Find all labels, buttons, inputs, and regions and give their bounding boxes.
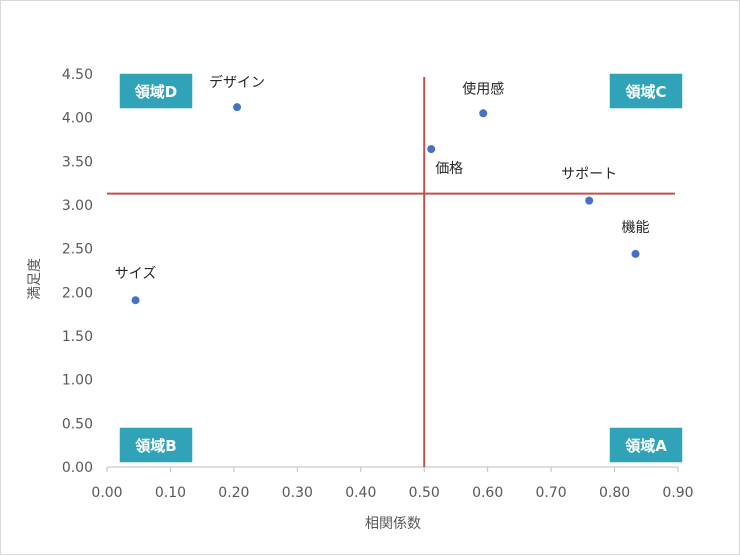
x-tick-label: 0.70 (536, 485, 567, 501)
x-tick-label: 0.40 (345, 485, 376, 501)
data-point: サポート (561, 167, 617, 205)
x-tick-label: 0.60 (472, 485, 503, 501)
x-axis-title: 相関係数 (365, 516, 421, 532)
region-label-bottom-left: 領域B (118, 426, 194, 464)
x-tick-label: 0.20 (218, 485, 249, 501)
data-point-marker (131, 296, 140, 305)
data-point-label: サイズ (115, 266, 157, 282)
data-point-label: 価格 (435, 161, 463, 177)
y-tick-label: 1.00 (62, 373, 93, 389)
data-point-marker (479, 109, 488, 118)
reference-lines (107, 77, 675, 467)
y-tick-label: 0.00 (62, 460, 93, 476)
y-tick-label: 4.00 (62, 111, 93, 127)
data-point: 機能 (621, 220, 649, 258)
data-point-marker (427, 145, 436, 154)
region-text: 領域A (625, 437, 667, 455)
data-point: デザイン (209, 74, 265, 112)
x-tick-label: 0.90 (662, 485, 693, 501)
region-box (608, 426, 684, 464)
x-tick-label: 0.00 (91, 485, 122, 501)
data-point: 価格 (427, 145, 463, 177)
data-point-label: サポート (561, 167, 617, 183)
region-text: 領域C (625, 83, 666, 101)
data-point-label: デザイン (209, 74, 265, 91)
data-point-label: 使用感 (462, 80, 504, 97)
region-label-top-left: 領域D (118, 72, 194, 110)
y-tick-label: 2.50 (62, 242, 93, 258)
y-tick-label: 2.00 (62, 285, 93, 301)
y-tick-label: 1.50 (62, 329, 93, 345)
data-point: サイズ (115, 266, 157, 305)
region-label-top-right: 領域C (608, 72, 684, 110)
y-tick-label: 3.00 (62, 198, 93, 214)
y-tick-label: 4.50 (62, 67, 93, 83)
y-axis-title: 満足度 (27, 258, 43, 300)
data-point-label: 機能 (621, 220, 649, 236)
data-point-marker (233, 103, 242, 112)
region-box (118, 426, 194, 464)
data-point-marker (631, 249, 640, 258)
y-tick-label: 3.50 (62, 154, 93, 170)
region-labels: 領域D 領域C 領域B 領域A (118, 72, 684, 464)
x-tick-label: 0.80 (599, 485, 630, 501)
region-text: 領域D (135, 83, 177, 101)
axes: 0.00 0.10 0.20 0.30 0.40 0.50 0.60 0.70 0.80 0.90… (62, 67, 694, 501)
x-tick-label: 0.30 (282, 485, 313, 501)
data-point: 使用感 (462, 80, 504, 118)
data-point-marker (585, 196, 594, 205)
y-tick-label: 0.50 (62, 416, 93, 432)
region-box (118, 72, 194, 110)
x-tick-label: 0.10 (155, 485, 186, 501)
x-tick-label: 0.50 (409, 485, 440, 501)
region-text: 領域B (135, 437, 176, 455)
region-label-bottom-right: 領域A (608, 426, 684, 464)
region-box (608, 72, 684, 110)
